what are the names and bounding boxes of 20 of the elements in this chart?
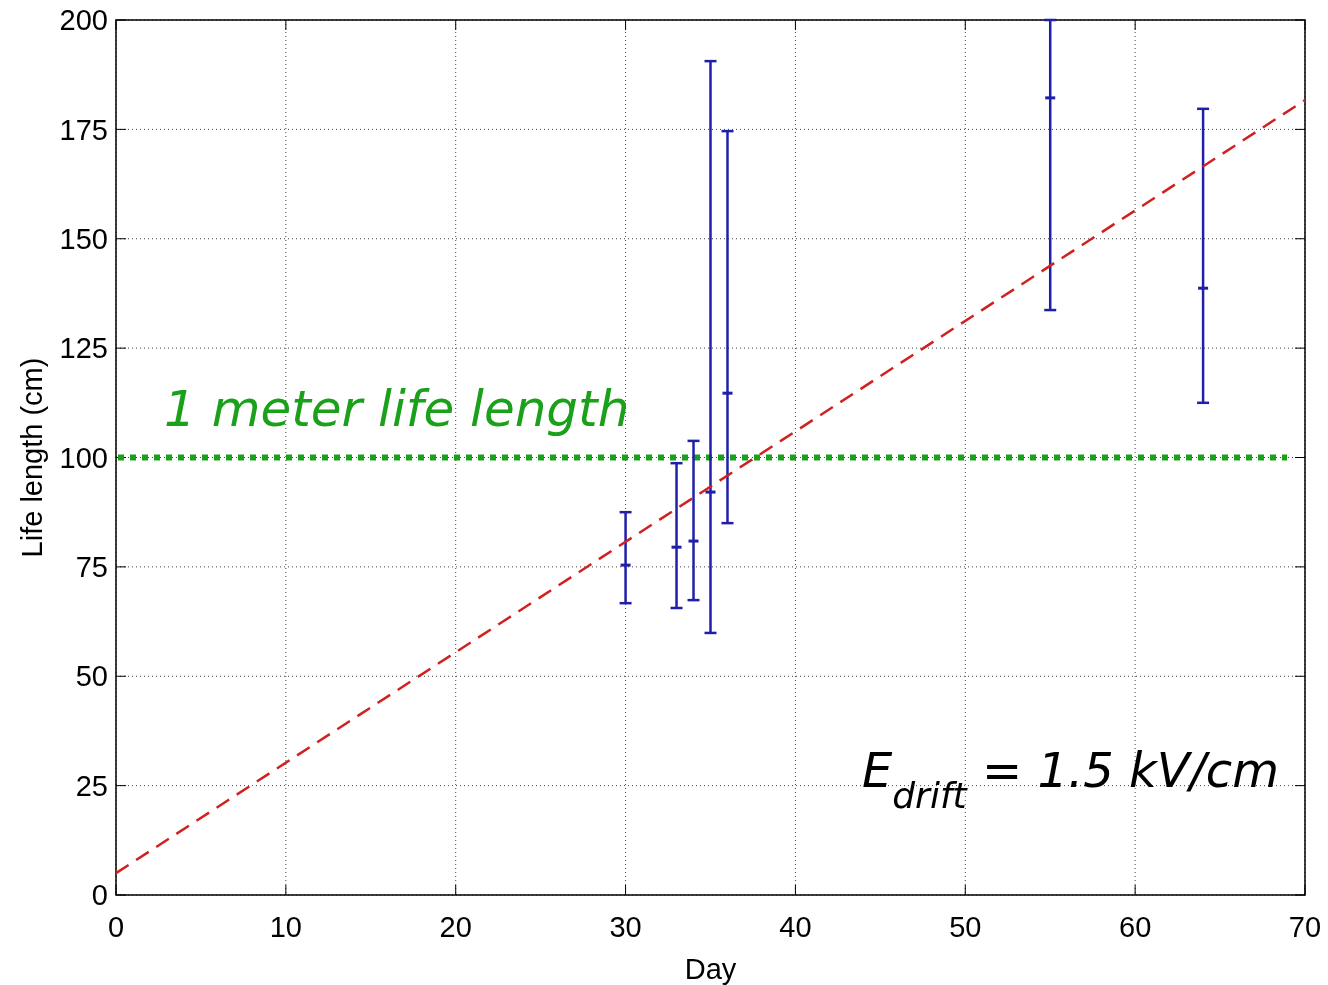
y-tick-label: 200: [59, 4, 108, 37]
x-tick-label: 60: [1119, 911, 1152, 943]
x-axis-title: Day: [684, 953, 737, 985]
y-axis-title: Life length (cm): [16, 357, 48, 558]
x-tick-label: 10: [269, 911, 302, 943]
y-tick-label: 125: [59, 332, 108, 365]
annotation: E$_{drift}$ = 1.5 kV/cm: [861, 742, 1279, 816]
x-tick-label: 40: [779, 911, 812, 943]
y-tick-label: 75: [75, 551, 108, 584]
x-tick-label: 70: [1288, 911, 1322, 943]
y-tick-label: 50: [75, 660, 108, 693]
y-tick-label: 25: [75, 769, 108, 802]
y-tick-label: 0: [91, 879, 108, 912]
x-tick-label: 50: [949, 911, 982, 943]
y-tick-label: 100: [59, 441, 108, 474]
x-tick-label: 20: [439, 911, 472, 943]
x-tick-label: 30: [609, 911, 642, 943]
y-tick-label: 175: [59, 113, 108, 146]
y-tick-label: 150: [59, 222, 108, 255]
ref-line-label: 1 meter life length: [164, 379, 630, 438]
